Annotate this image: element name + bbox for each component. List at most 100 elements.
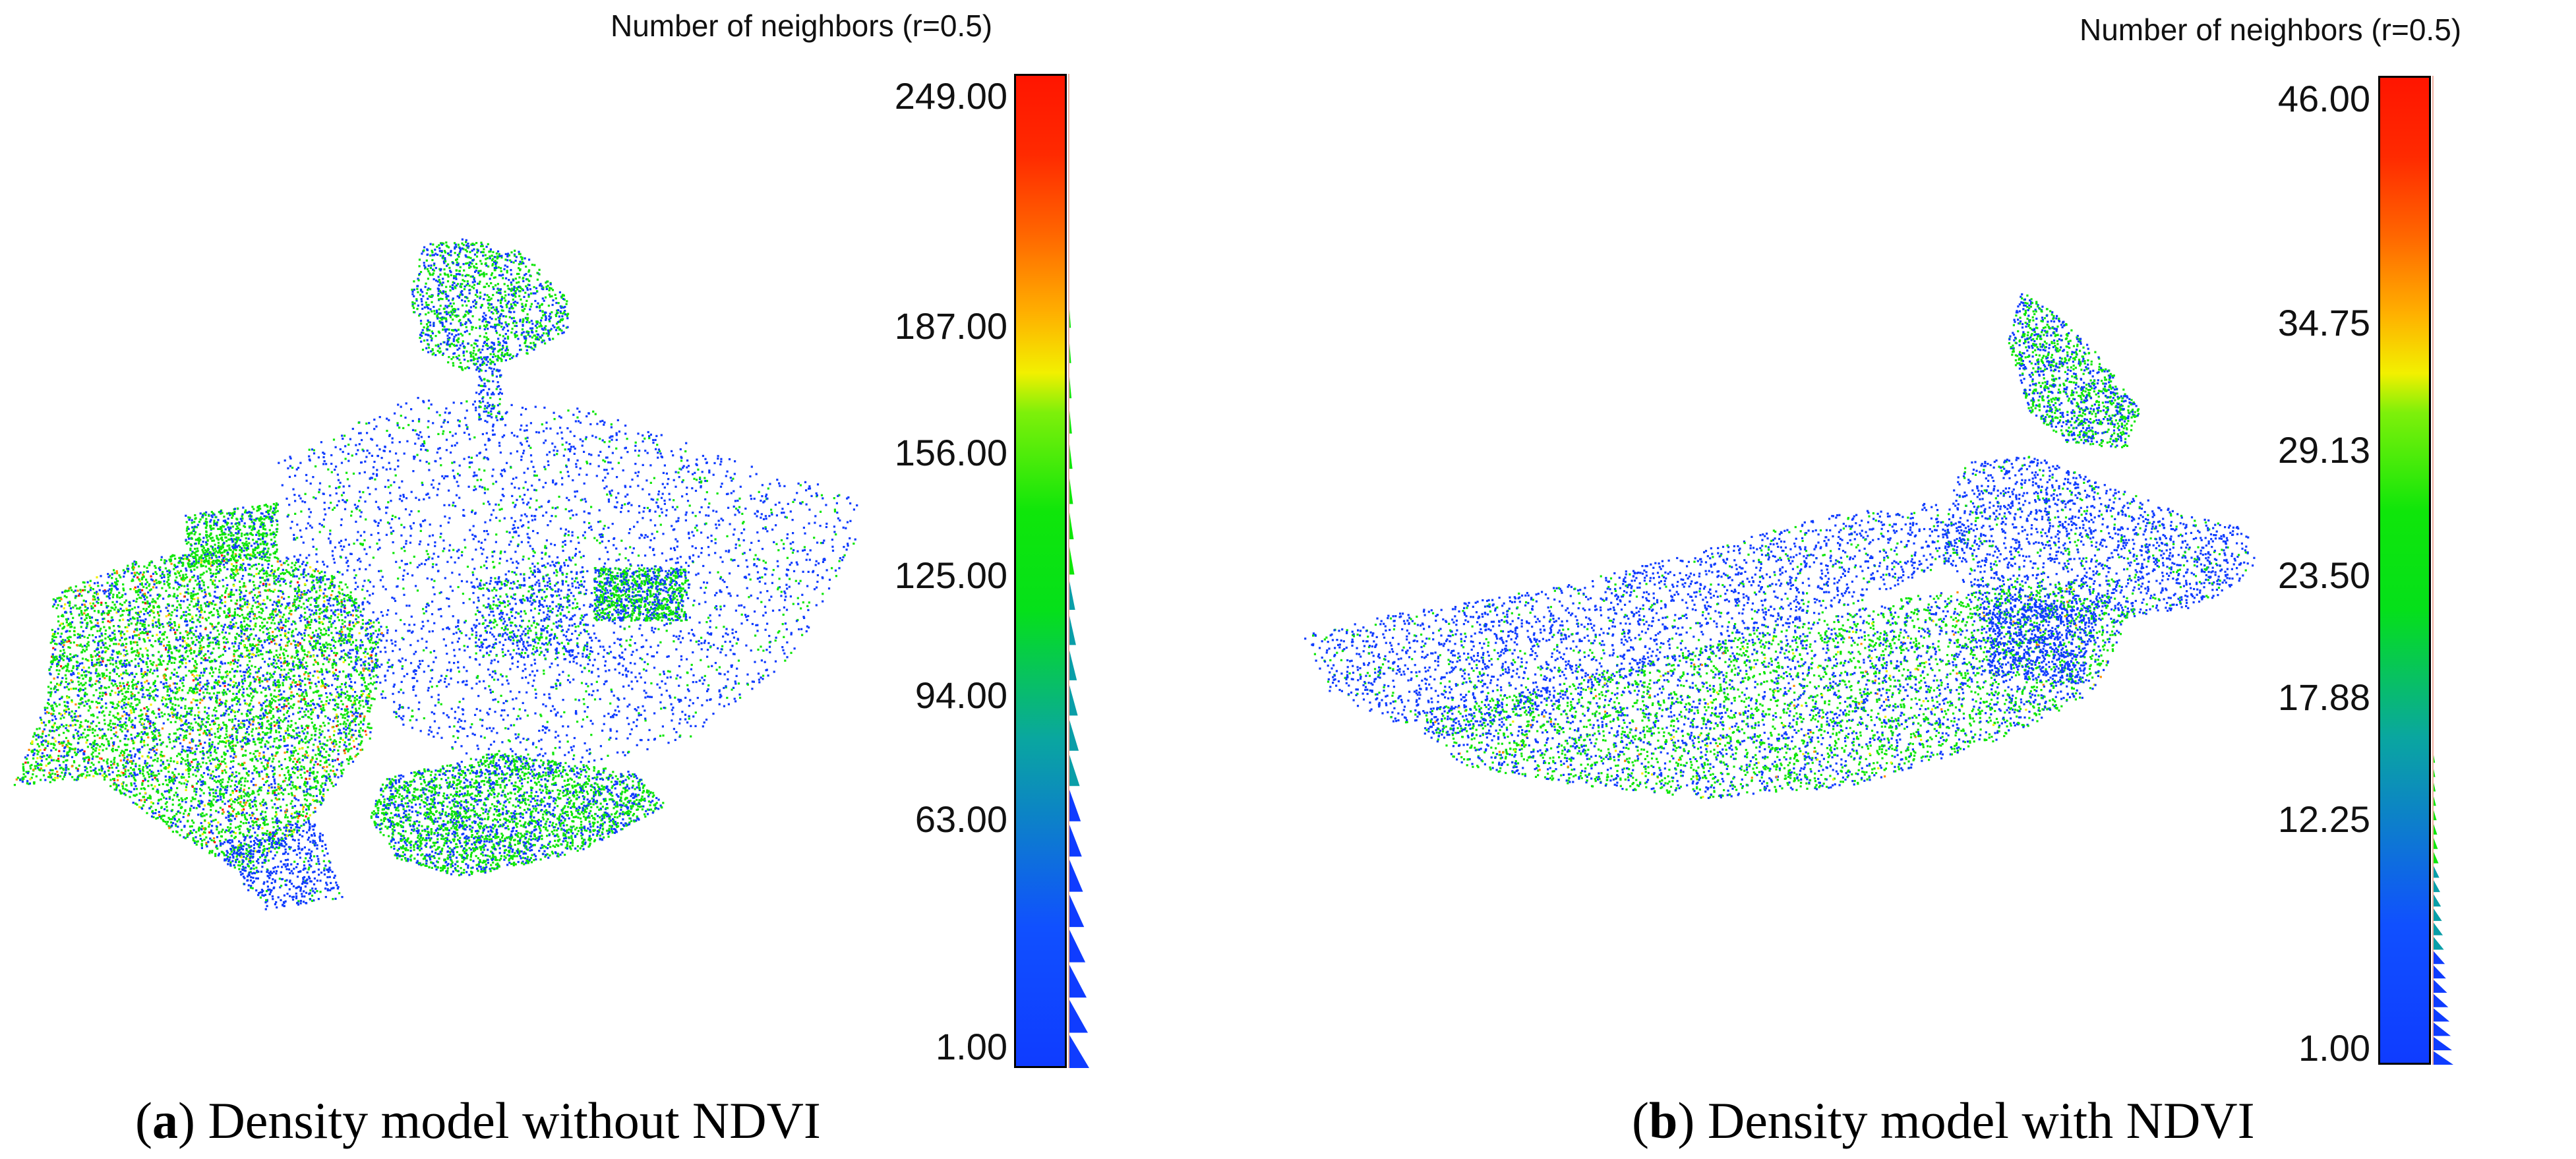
cloud-point <box>661 552 663 554</box>
cloud-point <box>467 485 470 488</box>
cloud-point <box>484 539 487 541</box>
cloud-point <box>304 501 307 504</box>
cloud-point <box>431 601 434 603</box>
cloud-point <box>446 342 449 345</box>
cloud-point <box>543 313 546 316</box>
cloud-point <box>649 481 652 484</box>
cloud-point <box>372 592 374 595</box>
cloud-point <box>502 315 505 318</box>
cloud-point <box>539 284 541 287</box>
cloud-point <box>441 475 444 477</box>
cloud-point <box>554 747 556 750</box>
cloud-point <box>464 275 467 278</box>
cloud-point <box>357 505 359 508</box>
cloud-point <box>519 349 522 351</box>
cloud-point <box>531 485 533 487</box>
cloud-point <box>629 563 632 566</box>
cloud-point <box>533 551 536 554</box>
cloud-point <box>421 300 423 303</box>
cloud-point <box>384 445 386 448</box>
cloud-point <box>372 611 374 614</box>
cloud-point <box>765 518 767 520</box>
cloud-point <box>491 345 493 349</box>
cloud-point <box>506 461 508 464</box>
cloud-point <box>279 735 282 738</box>
cloud-point <box>549 772 552 775</box>
cloud-point <box>660 434 663 436</box>
cloud-point <box>423 717 425 720</box>
cloud-point <box>508 254 510 256</box>
cloud-point <box>630 636 633 638</box>
cloud-point <box>315 497 317 500</box>
cloud-point <box>490 303 493 306</box>
cloud-point <box>466 366 469 369</box>
cloud-point <box>644 554 647 557</box>
cloud-point <box>436 349 439 352</box>
cloud-point <box>808 487 810 490</box>
cloud-point <box>540 715 543 717</box>
cloud-point <box>549 427 552 430</box>
cloud-point <box>273 601 276 603</box>
cloud-point <box>498 444 501 447</box>
cloud-point <box>527 526 530 529</box>
cloud-point <box>550 633 553 636</box>
cloud-point <box>361 448 364 451</box>
cloud-point <box>152 802 154 805</box>
cloud-point <box>674 538 677 541</box>
cloud-point <box>452 504 454 507</box>
cloud-point <box>465 326 467 328</box>
cloud-point <box>359 647 362 649</box>
cloud-point <box>363 531 366 533</box>
cloud-point <box>649 464 652 467</box>
cloud-point <box>419 540 422 543</box>
cloud-point <box>625 667 628 670</box>
cloud-point <box>415 719 418 721</box>
cloud-point <box>322 456 325 459</box>
cloud-point <box>544 726 547 728</box>
cloud-point <box>489 397 492 400</box>
cloud-point <box>585 436 587 438</box>
cloud-point <box>420 627 423 630</box>
cloud-point <box>453 308 456 311</box>
cloud-point <box>746 587 748 589</box>
cloud-point <box>611 690 613 693</box>
cloud-point <box>415 433 418 436</box>
cloud-point <box>359 644 362 647</box>
cloud-point <box>735 507 738 510</box>
cloud-point <box>467 274 470 277</box>
cloud-point <box>644 537 646 539</box>
cloud-point <box>484 285 487 288</box>
cloud-point <box>404 563 407 566</box>
cloud-point <box>404 508 407 511</box>
cloud-point <box>577 420 580 423</box>
cloud-point <box>489 353 492 355</box>
cloud-point <box>564 540 566 543</box>
cloud-point <box>411 429 415 431</box>
cloud-point <box>584 593 586 595</box>
cloud-point <box>461 334 464 337</box>
cloud-point <box>640 646 643 649</box>
cloud-point <box>734 630 737 634</box>
cloud-point <box>642 440 644 443</box>
cloud-point <box>715 510 718 513</box>
cloud-point <box>483 275 485 278</box>
cloud-point <box>547 584 549 587</box>
cloud-point <box>666 676 669 679</box>
cloud-point <box>318 612 321 615</box>
cloud-point <box>437 701 440 704</box>
cloud-point <box>345 561 348 564</box>
cloud-point <box>534 324 537 327</box>
cloud-point <box>440 242 444 245</box>
cloud-point <box>544 296 547 299</box>
cloud-point <box>720 518 723 520</box>
cloud-point <box>445 449 448 452</box>
cloud-point <box>472 301 475 303</box>
cloud-point <box>818 562 820 565</box>
cloud-point <box>169 741 171 744</box>
cloud-point <box>123 685 125 688</box>
cloud-point <box>473 276 475 280</box>
cloud-point <box>427 436 431 438</box>
cloud-point <box>427 334 430 337</box>
cloud-point <box>229 747 232 750</box>
cloud-point <box>593 537 596 539</box>
